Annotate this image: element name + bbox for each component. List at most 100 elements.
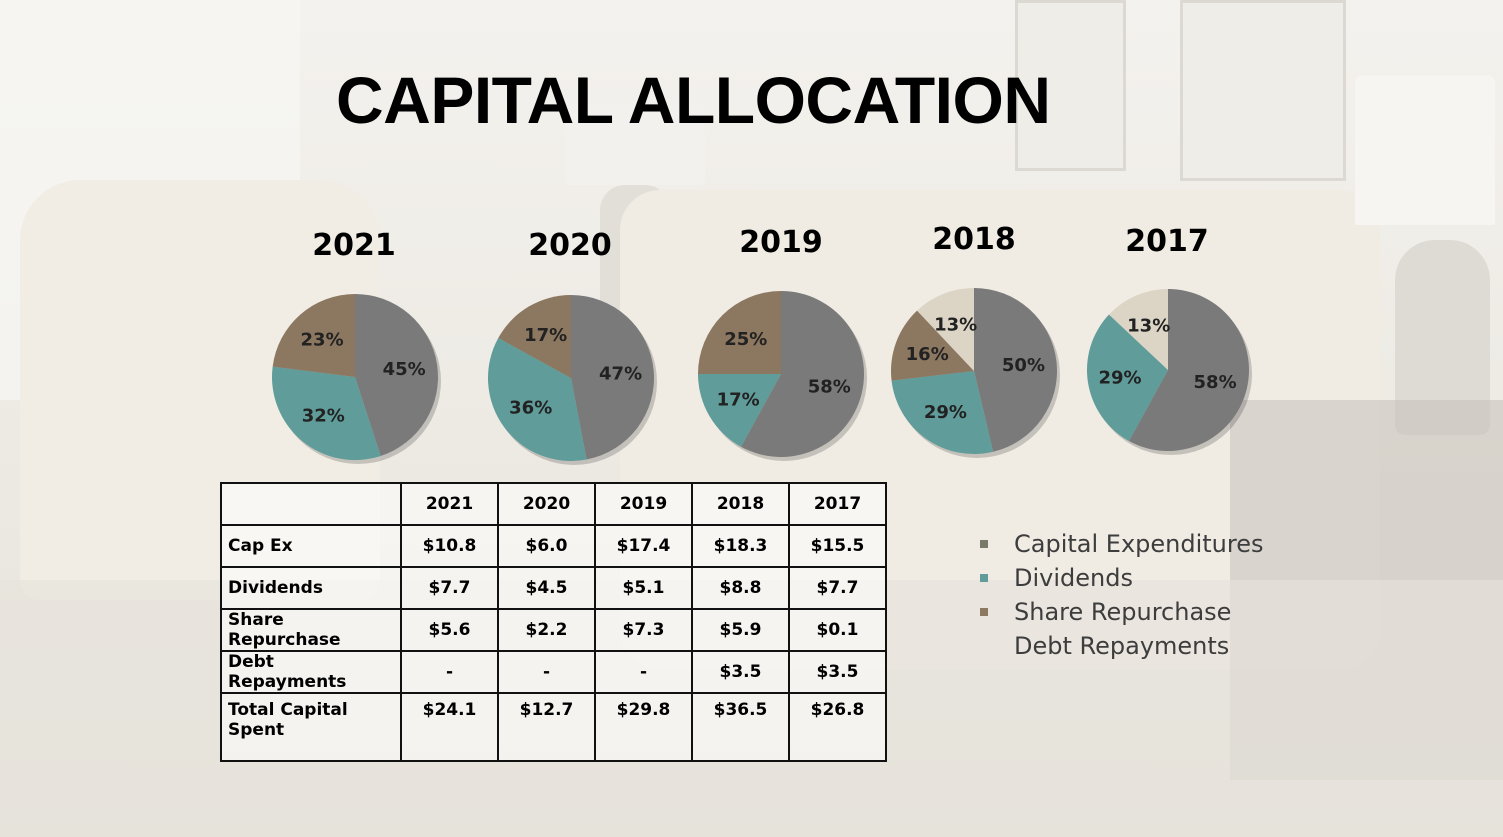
table-cell: - xyxy=(594,650,693,694)
pie-slice xyxy=(917,288,974,371)
table-cell: $7.7 xyxy=(788,566,887,610)
pie-year-label: 2021 xyxy=(312,228,396,263)
table-cell: $29.8 xyxy=(594,692,693,762)
pie-slice xyxy=(487,338,587,461)
pie-slice xyxy=(741,291,865,458)
table-cell: $5.9 xyxy=(691,608,790,652)
table-cell: $36.5 xyxy=(691,692,790,762)
table-header-cell: 2018 xyxy=(691,482,790,526)
background-picture-frame xyxy=(1180,0,1346,181)
table-cell: $6.0 xyxy=(497,524,596,568)
pie-slice xyxy=(698,291,781,374)
table-header-cell: 2020 xyxy=(497,482,596,526)
pie-slice-label: 47% xyxy=(599,363,642,384)
legend-item: Share Repurchase xyxy=(980,595,1264,629)
pie-slice-label: 58% xyxy=(1194,372,1237,393)
table-row: Debt Repayments - - - $3.5 $3.5 xyxy=(220,650,887,694)
table-cell: $15.5 xyxy=(788,524,887,568)
table-cell: $8.8 xyxy=(691,566,790,610)
pie-slice-label: 17% xyxy=(717,389,760,410)
table-cell: $10.8 xyxy=(400,524,499,568)
pie-slice-label: 29% xyxy=(924,402,967,423)
legend-label: Share Repurchase xyxy=(1014,598,1232,626)
table-cell: $7.7 xyxy=(400,566,499,610)
pie-slice xyxy=(1128,289,1249,451)
table-cell: $24.1 xyxy=(400,692,499,762)
table-row: Cap Ex $10.8 $6.0 $17.4 $18.3 $15.5 xyxy=(220,524,887,568)
table-cell: $5.6 xyxy=(400,608,499,652)
legend-swatch xyxy=(980,540,988,548)
pie-slice-label: 13% xyxy=(1127,315,1170,336)
pie-year-label: 2018 xyxy=(932,222,1016,257)
pie-slice-label: 13% xyxy=(934,315,977,336)
pie-slice-label: 45% xyxy=(383,359,426,380)
row-label: Dividends xyxy=(220,566,402,610)
pie-slice-label: 29% xyxy=(1098,368,1141,389)
legend-item: Debt Repayments xyxy=(980,629,1264,663)
row-label: Share Repurchase xyxy=(220,608,402,652)
pie-slice xyxy=(571,295,654,460)
table-cell: $12.7 xyxy=(497,692,596,762)
pie-slice xyxy=(698,374,781,447)
legend-swatch xyxy=(980,574,988,582)
background-lamp-shade xyxy=(1355,75,1495,225)
legend-label: Debt Repayments xyxy=(1014,632,1230,660)
table-header-cell: 2021 xyxy=(400,482,499,526)
background-picture-frame xyxy=(1015,0,1126,171)
table-cell: $0.1 xyxy=(788,608,887,652)
pie-slice xyxy=(272,366,381,460)
table-row: Dividends $7.7 $4.5 $5.1 $8.8 $7.7 xyxy=(220,566,887,610)
table-header-row: 2021 2020 2019 2018 2017 xyxy=(220,482,887,526)
table-cell: - xyxy=(497,650,596,694)
table-cell: $7.3 xyxy=(594,608,693,652)
pie-slice-label: 25% xyxy=(724,329,767,350)
pie-slice-label: 50% xyxy=(1002,355,1045,376)
pie-slice-label: 17% xyxy=(524,325,567,346)
table-cell: $3.5 xyxy=(691,650,790,694)
pie-slice xyxy=(891,371,994,454)
pie-slice xyxy=(272,294,355,377)
capital-table: 2021 2020 2019 2018 2017 Cap Ex $10.8 $6… xyxy=(220,482,887,762)
pie-slice xyxy=(498,295,571,378)
table-cell: $26.8 xyxy=(788,692,887,762)
legend-item: Dividends xyxy=(980,561,1264,595)
legend-swatch xyxy=(980,642,988,650)
pie-slice xyxy=(974,288,1057,452)
row-label: Debt Repayments xyxy=(220,650,402,694)
background-lamp-shade xyxy=(565,105,705,185)
table-cell: $5.1 xyxy=(594,566,693,610)
table-header-cell xyxy=(220,482,402,526)
table-cell: - xyxy=(400,650,499,694)
table-header-cell: 2019 xyxy=(594,482,693,526)
table-header-cell: 2017 xyxy=(788,482,887,526)
row-label: Total Capital Spent xyxy=(220,692,402,762)
legend: Capital Expenditures Dividends Share Rep… xyxy=(980,527,1264,663)
slide-title: CAPITAL ALLOCATION xyxy=(336,63,1051,137)
row-label: Cap Ex xyxy=(220,524,402,568)
pie-year-label: 2020 xyxy=(528,228,612,263)
pie-year-label: 2017 xyxy=(1125,224,1209,259)
pie-slice xyxy=(1108,289,1168,370)
pie-year-label: 2019 xyxy=(739,225,823,260)
pie-slice-label: 16% xyxy=(906,344,949,365)
pie-slice xyxy=(1087,314,1168,441)
pie-slice xyxy=(891,310,974,381)
legend-label: Capital Expenditures xyxy=(1014,530,1264,558)
pie-slice-label: 58% xyxy=(808,376,851,397)
pie-slice xyxy=(355,294,438,456)
table-cell: $3.5 xyxy=(788,650,887,694)
table-row: Share Repurchase $5.6 $2.2 $7.3 $5.9 $0.… xyxy=(220,608,887,652)
table-cell: $2.2 xyxy=(497,608,596,652)
legend-label: Dividends xyxy=(1014,564,1133,592)
pie-slice-label: 23% xyxy=(301,330,344,351)
legend-item: Capital Expenditures xyxy=(980,527,1264,561)
legend-swatch xyxy=(980,608,988,616)
pie-slice-label: 32% xyxy=(302,405,345,426)
table-cell: $4.5 xyxy=(497,566,596,610)
table-cell: $18.3 xyxy=(691,524,790,568)
pie-slice-label: 36% xyxy=(509,397,552,418)
table-row-total: Total Capital Spent $24.1 $12.7 $29.8 $3… xyxy=(220,692,887,762)
table-cell: $17.4 xyxy=(594,524,693,568)
